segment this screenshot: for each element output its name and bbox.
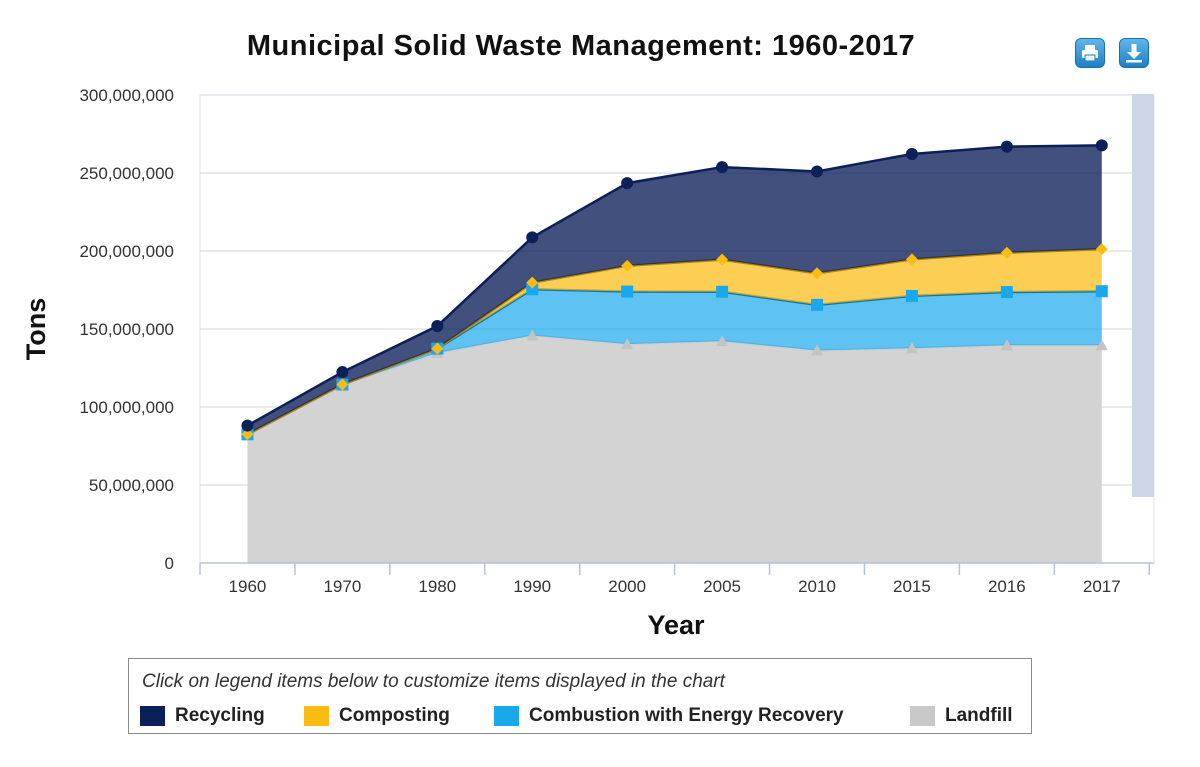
legend-item-recycling[interactable]: Recycling [140,703,265,729]
marker-landfill [526,329,539,341]
x-tick-label: 2010 [798,577,836,596]
download-button[interactable] [1119,38,1149,68]
marker-recycling [336,366,349,379]
marker-landfill [621,338,634,350]
marker-landfill [716,335,729,347]
x-tick-label: 2015 [893,577,931,596]
legend-label: Recycling [175,705,265,726]
marker-combustion-with-energy-recovery [526,283,539,296]
marker-composting [811,267,824,280]
x-tick-label: 1960 [229,577,267,596]
x-tick-label: 1980 [418,577,456,596]
marker-composting [241,428,254,441]
area-composting [247,249,1102,435]
marker-recycling [431,320,444,333]
series-markers [241,139,1108,441]
marker-recycling [811,165,824,178]
legend-swatch [910,706,935,726]
y-tick-label: 0 [165,554,174,573]
x-tick-label: 1990 [513,577,551,596]
marker-landfill [811,344,824,356]
y-axis-title: Tons [21,298,51,361]
area-combustion-with-energy-recovery [247,289,1102,435]
line-recycling [246,144,1102,427]
legend-label: Landfill [945,705,1013,726]
marker-recycling [716,161,729,174]
area-chart: 1960 1970 1980 1990 2000 2005 2010 2015 2016 2017… [21,86,1155,640]
y-tick-label: 200,000,000 [79,242,174,261]
series-areas [246,144,1102,563]
x-tick-label: 2016 [988,577,1026,596]
legend-swatch [494,706,519,726]
x-axis-title: Year [647,610,705,640]
marker-composting [431,342,444,355]
marker-composting [621,259,634,272]
axes: 1960 1970 1980 1990 2000 2005 2010 2015 2016 2017… [79,86,1154,596]
marker-combustion-with-energy-recovery [716,285,729,298]
marker-recycling [526,231,539,244]
legend-item-landfill[interactable]: Landfill [910,703,1013,729]
y-tick-label: 250,000,000 [79,164,174,183]
y-tick-label: 100,000,000 [79,398,174,417]
marker-recycling [241,419,254,432]
legend-item-composting[interactable]: Composting [304,703,450,729]
marker-combustion-with-energy-recovery [811,298,824,311]
marker-composting [526,276,539,289]
marker-combustion-with-energy-recovery [1000,286,1013,299]
chart-title: Municipal Solid Waste Management: 1960-2… [246,30,916,62]
area-recycling [247,145,1102,435]
x-tick-label: 1970 [323,577,361,596]
x-tick-label: 2005 [703,577,741,596]
legend-swatch [140,706,165,726]
marker-composting [716,253,729,266]
legend-item-combustion[interactable]: Combustion with Energy Recovery [494,703,844,729]
marker-recycling [1095,139,1108,152]
legend-label: Combustion with Energy Recovery [529,705,844,726]
chart-scroll-handle[interactable] [1132,94,1154,497]
print-button[interactable] [1075,38,1105,68]
download-icon [1126,44,1142,63]
marker-recycling [1000,140,1013,153]
x-tick-label: 2017 [1083,577,1121,596]
marker-combustion-with-energy-recovery [905,289,918,302]
marker-composting [1000,246,1013,259]
area-landfill [247,335,1102,563]
marker-composting [336,378,349,391]
legend-swatch [304,706,329,726]
marker-combustion-with-energy-recovery [1095,285,1108,298]
print-icon [1082,45,1098,62]
marker-composting [905,253,918,266]
legend: Click on legend items below to customize… [128,658,1032,734]
marker-landfill [905,342,918,354]
marker-composting [1095,243,1108,256]
legend-label: Composting [339,705,450,726]
marker-landfill [1000,339,1013,351]
legend-note: Click on legend items below to customize… [142,671,725,692]
x-tick-label: 2000 [608,577,646,596]
marker-recycling [621,177,634,190]
marker-landfill [1095,339,1108,351]
y-tick-label: 150,000,000 [79,320,174,339]
marker-recycling [905,147,918,160]
y-tick-label: 50,000,000 [89,476,174,495]
y-tick-label: 300,000,000 [79,86,174,105]
marker-combustion-with-energy-recovery [621,285,634,298]
